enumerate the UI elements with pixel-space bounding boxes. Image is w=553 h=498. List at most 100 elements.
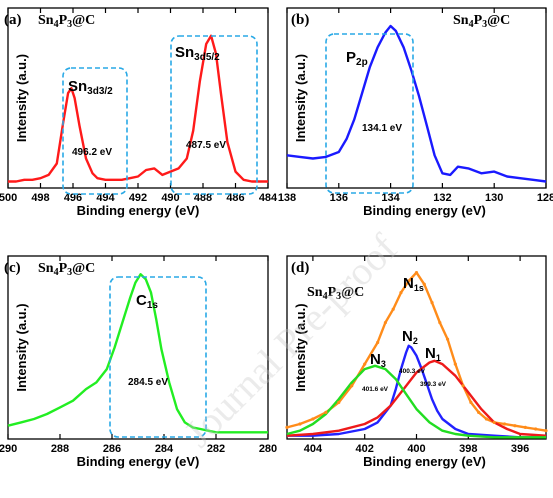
data-point xyxy=(399,291,403,295)
peak-box-p2p xyxy=(325,33,414,194)
data-point xyxy=(422,282,426,286)
peak-box-sn3d52 xyxy=(170,35,258,195)
x-tick-label: 486 xyxy=(226,192,244,204)
data-point xyxy=(407,279,411,283)
data-series-line xyxy=(286,271,547,432)
data-point xyxy=(383,320,388,325)
x-tick-label: 496 xyxy=(64,192,82,204)
peak-box-sn3d32 xyxy=(62,67,128,195)
chart-panel-b: 138 136 134 132 130 128 Binding energy (eV) Int… xyxy=(278,7,553,218)
data-point xyxy=(469,400,473,404)
plot-frame xyxy=(286,7,547,189)
chart-panel-a: 500 498 496 494 492 490 488 486 484 Binding energ… xyxy=(0,7,278,218)
data-point xyxy=(453,362,457,366)
orbital-label-n1s: N1s xyxy=(403,275,424,293)
x-tick-label: 490 xyxy=(161,192,179,204)
data-point xyxy=(311,417,315,421)
data-point xyxy=(376,340,380,345)
peak-value-label: 399.3 eV xyxy=(420,381,447,388)
x-tick-label: 136 xyxy=(330,192,348,204)
panel-title: Sn4P3@C xyxy=(38,13,95,30)
y-axis-label: Intensity (a.u.) xyxy=(14,54,29,142)
x-tick-label: 290 xyxy=(0,443,17,455)
x-tick-label: 286 xyxy=(103,443,121,455)
peak-value-label: 401.6 eV xyxy=(362,386,389,393)
plot-frame xyxy=(7,255,269,440)
data-point xyxy=(324,410,328,414)
data-point xyxy=(492,420,496,424)
plot-frame xyxy=(7,7,269,189)
orbital-label-n3: N3 xyxy=(370,351,386,369)
data-point xyxy=(391,307,395,311)
peak-value-label: 284.5 eV xyxy=(128,377,168,388)
data-point xyxy=(523,425,527,429)
x-tick-label: 494 xyxy=(96,192,115,204)
x-axis-label: Binding energy (eV) xyxy=(77,203,200,218)
x-tick-label: 396 xyxy=(511,443,529,455)
data-point xyxy=(350,384,354,388)
y-axis-label: Intensity (a.u.) xyxy=(293,303,308,391)
x-tick-label: 500 xyxy=(0,192,17,204)
orbital-label-n1: N1 xyxy=(425,345,441,363)
data-series-line xyxy=(7,273,268,434)
x-tick-label: 134 xyxy=(381,192,400,204)
peak-value-label: 134.1 eV xyxy=(362,123,402,134)
data-series-line xyxy=(286,24,547,183)
data-point xyxy=(484,417,489,421)
x-tick-label: 138 xyxy=(278,192,296,204)
x-tick-label: 498 xyxy=(31,192,49,204)
data-series-line xyxy=(287,344,546,439)
data-point xyxy=(477,410,481,414)
peak-box-c1s xyxy=(109,276,207,438)
panel-title: Sn4P3@C xyxy=(38,261,95,278)
x-tick-label: 280 xyxy=(259,443,277,455)
data-point xyxy=(445,337,450,341)
panel-label: (d) xyxy=(291,260,309,276)
x-tick-label: 288 xyxy=(51,443,69,455)
orbital-label-sn3d52: Sn3d5/2 xyxy=(175,44,220,63)
data-point xyxy=(438,320,442,325)
peak-value-label: 496.2 eV xyxy=(72,147,112,158)
chart-panel-d: 404 402 400 398 396 Binding energy (eV) Intens… xyxy=(285,255,548,469)
data-point xyxy=(430,300,434,305)
x-tick-label: 130 xyxy=(485,192,503,204)
data-point xyxy=(461,384,465,388)
x-tick-label: 402 xyxy=(356,443,374,455)
x-tick-label: 132 xyxy=(433,192,451,204)
data-point xyxy=(502,422,507,426)
orbital-label-c1s: C1s xyxy=(136,292,158,311)
data-point xyxy=(534,427,538,431)
peak-value-label: 400.3 eV xyxy=(399,368,426,375)
data-point xyxy=(513,424,517,428)
data-point xyxy=(363,362,367,366)
data-series-line xyxy=(286,364,546,439)
panel-title: Sn4P3@C xyxy=(453,13,510,30)
orbital-label-sn3d32: Sn3d3/2 xyxy=(68,78,113,97)
data-series-line xyxy=(8,34,268,183)
x-tick-label: 484 xyxy=(259,192,278,204)
orbital-label-p2p: P2p xyxy=(346,49,368,68)
y-axis-label: Intensity (a.u.) xyxy=(14,303,29,391)
y-axis-label: Intensity (a.u.) xyxy=(293,54,308,142)
x-axis-label: Binding energy (eV) xyxy=(77,454,200,469)
x-tick-label: 284 xyxy=(155,443,174,455)
x-tick-label: 404 xyxy=(304,443,323,455)
data-series-line xyxy=(286,359,547,437)
x-tick-label: 492 xyxy=(129,192,147,204)
panel-label: (c) xyxy=(4,260,21,276)
panel-label: (b) xyxy=(291,12,309,28)
x-tick-label: 400 xyxy=(407,443,425,455)
data-point xyxy=(544,429,548,433)
orbital-label-n2: N2 xyxy=(402,328,418,346)
x-tick-label: 398 xyxy=(459,443,477,455)
data-point xyxy=(285,425,289,429)
x-tick-label: 488 xyxy=(194,192,212,204)
panel-label: (a) xyxy=(4,12,22,28)
data-point xyxy=(414,271,419,275)
x-axis-label: Binding energy (eV) xyxy=(363,203,486,218)
x-tick-label: 128 xyxy=(537,192,553,204)
chart-panel-c: 290 288 286 284 282 280 Binding energy (eV) Int… xyxy=(0,255,277,469)
data-point xyxy=(337,400,341,404)
data-point xyxy=(298,422,302,426)
